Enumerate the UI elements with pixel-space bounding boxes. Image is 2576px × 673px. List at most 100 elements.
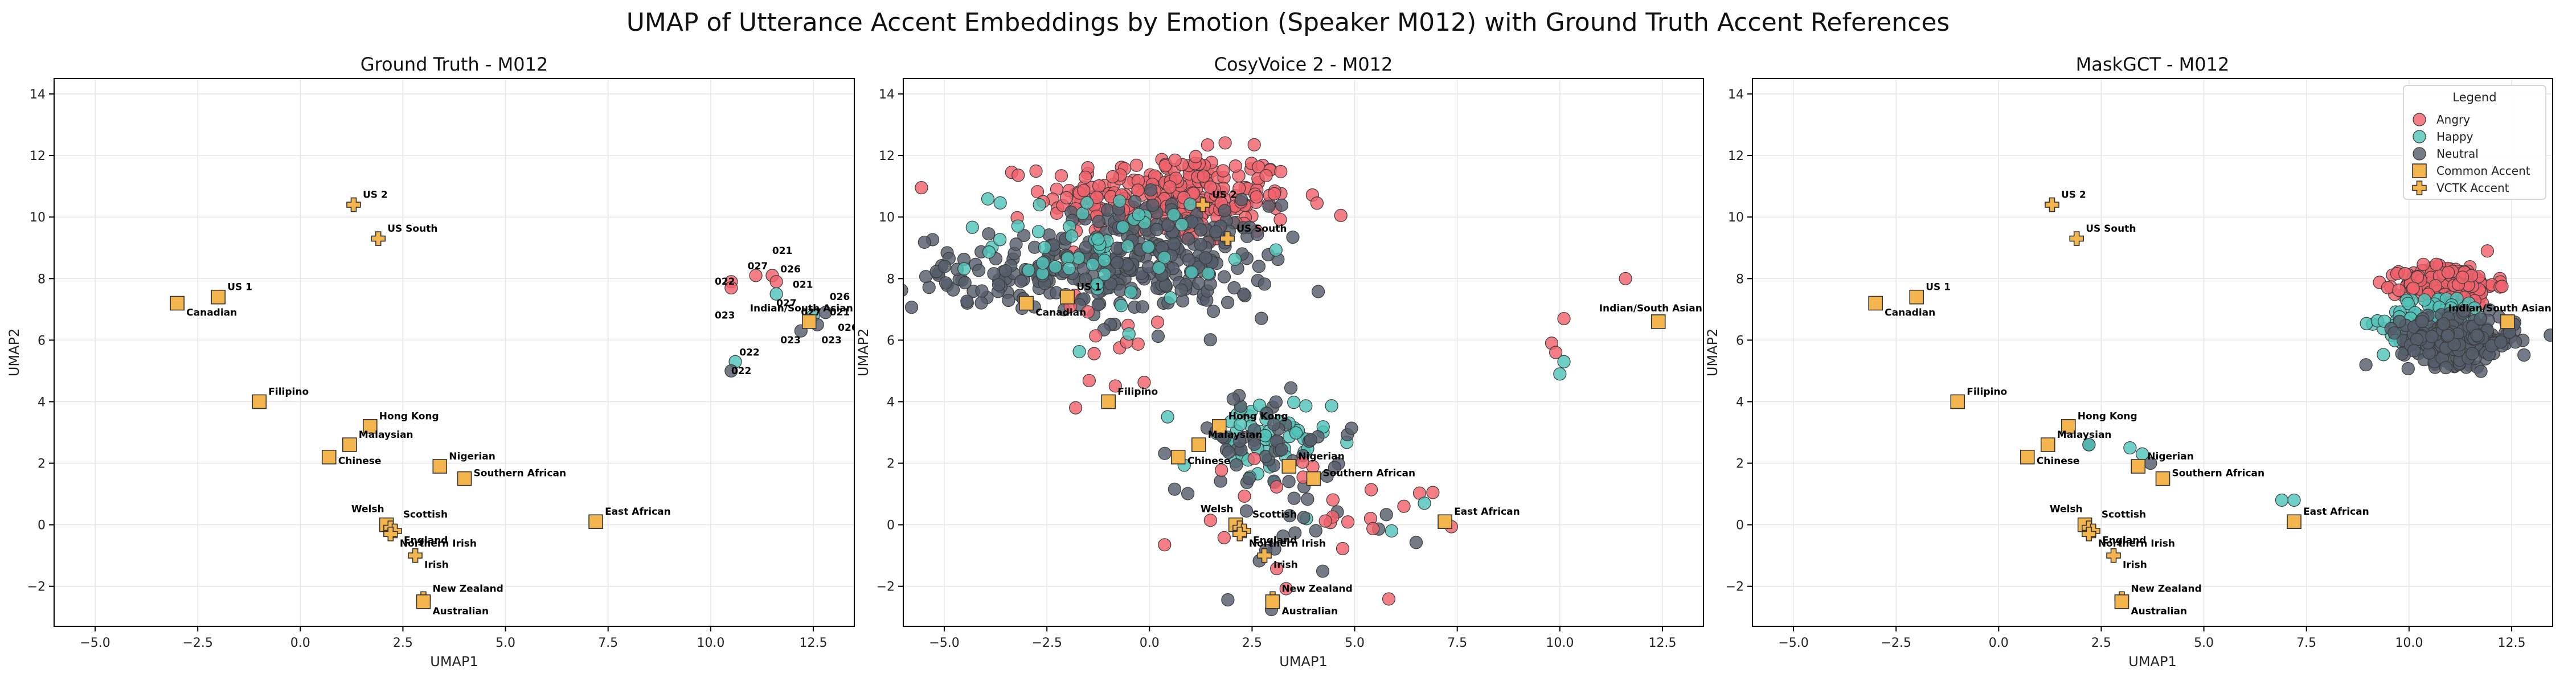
reference-square	[1950, 394, 1965, 409]
point-neutral	[1002, 293, 1015, 307]
panel-title: Ground Truth - M012	[361, 54, 548, 75]
point-neutral	[1283, 509, 1297, 523]
point-neutral	[1009, 237, 1023, 251]
point-angry	[769, 275, 783, 289]
point-angry	[1059, 191, 1074, 204]
point-angry	[1215, 463, 1228, 477]
point-neutral	[2494, 335, 2508, 349]
legend-item-label: Neutral	[2436, 147, 2479, 161]
point-angry	[1296, 455, 1309, 469]
point-neutral	[975, 284, 989, 298]
y-tick-label: 8	[887, 272, 895, 286]
point-neutral	[2425, 330, 2439, 343]
point-happy	[1385, 524, 1399, 538]
y-tick-label: 2	[38, 457, 46, 471]
reference-label: Indian/South Asian	[1599, 303, 1702, 314]
legend-marker-circle	[2413, 147, 2426, 161]
point-neutral	[1230, 458, 1243, 472]
point-neutral	[1309, 524, 1322, 537]
point-id-label: 023	[715, 310, 735, 322]
point-id-label: 026	[838, 322, 858, 334]
point-neutral	[1287, 491, 1301, 505]
point-neutral	[2401, 362, 2415, 376]
point-neutral	[1206, 305, 1221, 318]
point-angry	[1549, 346, 1563, 359]
reference-square	[1265, 594, 1280, 609]
point-angry	[2442, 265, 2455, 280]
point-happy	[965, 220, 979, 234]
point-happy	[982, 245, 996, 259]
x-tick-label: −5.0	[80, 636, 110, 650]
reference-label: Malaysian	[359, 429, 413, 441]
point-happy	[1038, 241, 1051, 255]
x-tick-label: 10.0	[1546, 636, 1574, 650]
reference-label: Irish	[2123, 560, 2147, 571]
point-neutral	[1286, 230, 1300, 244]
panel-title: MaskGCT - M012	[2076, 54, 2230, 75]
point-neutral	[1092, 215, 1105, 228]
point-neutral	[1275, 443, 1288, 457]
point-neutral	[1194, 237, 1207, 252]
point-neutral	[960, 294, 974, 308]
point-happy	[993, 233, 1007, 247]
reference-label: Scottish	[2102, 509, 2146, 520]
y-tick-label: 14	[879, 88, 895, 102]
reference-square	[211, 289, 226, 305]
legend-box	[2403, 85, 2546, 200]
x-tick-label: −5.0	[1778, 636, 1808, 650]
reference-label: Canadian	[1035, 307, 1086, 319]
panel-3: −5.0 −2.5 0.0 2.5 5.0 7.5 10.0 12.5 −2 0 2 4 6 8 10 12 1…	[1705, 54, 2553, 670]
reference-plus	[1257, 548, 1272, 563]
point-angry	[1247, 452, 1261, 466]
point-angry	[1158, 538, 1172, 552]
point-neutral	[2466, 347, 2479, 360]
point-happy	[1157, 251, 1171, 265]
point-neutral	[2436, 317, 2450, 331]
point-happy	[1161, 410, 1174, 424]
point-angry	[1619, 272, 1632, 285]
point-happy	[1115, 299, 1128, 313]
legend-marker-square	[2412, 163, 2427, 178]
point-happy	[2360, 317, 2373, 330]
reference-label: Welsh	[1201, 504, 1234, 515]
x-tick-label: 0.0	[1989, 636, 2009, 650]
point-angry	[1267, 187, 1281, 200]
point-neutral	[2387, 326, 2401, 340]
point-neutral	[1221, 296, 1235, 309]
point-id-label: 026	[780, 264, 801, 275]
point-neutral	[1379, 508, 1393, 522]
reference-label: US South	[1236, 223, 1287, 235]
point-id-label: 022	[731, 366, 752, 377]
reference-label: Indian/South Asian	[2448, 303, 2552, 314]
reference-label: Australian	[2131, 606, 2187, 617]
reference-square	[457, 471, 472, 486]
point-neutral	[1167, 237, 1181, 251]
x-tick-label: 10.0	[697, 636, 724, 650]
reference-label: Hong Kong	[379, 411, 439, 422]
point-neutral	[1110, 256, 1124, 270]
point-neutral	[2415, 315, 2429, 329]
reference-label: Filipino	[1117, 386, 1158, 397]
point-happy	[1097, 253, 1111, 267]
point-happy	[1234, 417, 1247, 432]
point-angry	[915, 181, 928, 195]
point-angry	[2381, 281, 2394, 294]
point-happy	[2123, 441, 2137, 455]
point-id-label: 022	[739, 347, 760, 358]
y-tick-label: 10	[879, 211, 895, 225]
reference-label: Scottish	[403, 509, 448, 520]
point-neutral	[724, 364, 738, 378]
point-neutral	[1239, 504, 1254, 518]
point-neutral	[1409, 536, 1423, 549]
x-tick-label: 2.5	[393, 636, 413, 650]
point-angry	[1030, 185, 1045, 199]
point-neutral	[1260, 407, 1273, 420]
reference-label: Malaysian	[1208, 429, 1263, 441]
point-neutral	[919, 270, 933, 284]
point-happy	[1553, 367, 1567, 381]
legend-item-label: Common Accent	[2436, 164, 2530, 178]
x-tick-label: 2.5	[2091, 636, 2111, 650]
point-neutral	[992, 278, 1006, 292]
point-neutral	[2473, 312, 2487, 326]
point-neutral	[1227, 281, 1241, 295]
